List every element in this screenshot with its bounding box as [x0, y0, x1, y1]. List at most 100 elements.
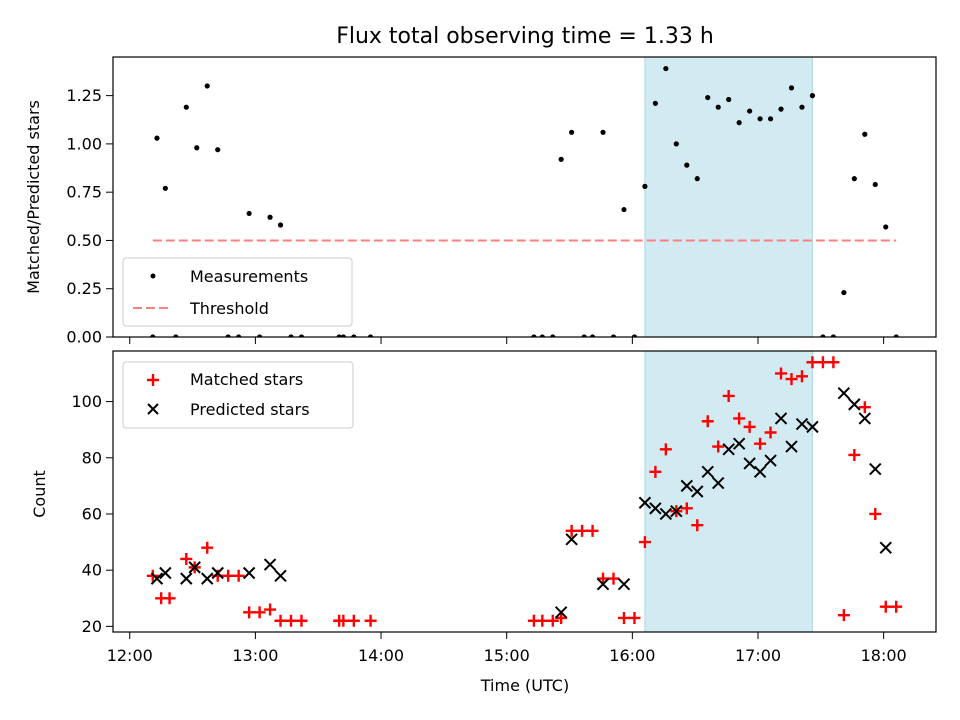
predicted-star-point: [774, 412, 788, 425]
predicted-star-point: [617, 578, 631, 591]
legend-top-frame: [122, 257, 353, 327]
legend-bottom-frame: [122, 361, 354, 429]
measurement-point: [215, 147, 221, 153]
measurement-point: [652, 100, 658, 106]
y-axis-label-bottom: Count: [30, 470, 49, 518]
matched-star-point: [869, 507, 882, 520]
measurement-point: [267, 214, 273, 220]
x-tick-label: 17:00: [735, 646, 781, 665]
chart-title: Flux total observing time = 1.33 h: [336, 24, 714, 49]
x-tick-label: 18:00: [861, 646, 907, 665]
measurement-point: [569, 129, 575, 135]
legend-matched-label: Matched stars: [190, 370, 303, 389]
y-tick-label: 1.00: [66, 134, 102, 153]
predicted-star-point: [150, 572, 164, 585]
matched-star-point: [607, 572, 620, 585]
measurement-point: [581, 334, 587, 337]
predicted-star-point: [188, 561, 201, 574]
matched-star-point: [775, 367, 788, 380]
predicted-star-point: [701, 465, 714, 479]
matched-star-point: [628, 611, 641, 624]
measurement-point: [631, 334, 638, 337]
matched-star-point: [638, 536, 651, 549]
matched-star-point: [253, 606, 266, 619]
measurement-point: [872, 181, 878, 188]
predicted-star-point: [764, 454, 777, 467]
measurement-point: [788, 85, 795, 91]
matched-star-point: [274, 614, 287, 627]
matched-star-point: [837, 609, 850, 622]
predicted-star-point: [596, 578, 610, 591]
measurement-point: [673, 141, 679, 147]
measurement-point: [841, 289, 847, 296]
predicted-star-point: [785, 440, 798, 453]
predicted-star-point: [670, 504, 683, 518]
y-tick-label: 0.25: [66, 279, 102, 298]
matched-star-point: [649, 465, 662, 478]
measurement-point: [820, 334, 826, 337]
measurement-point: [204, 83, 210, 89]
matched-star-point: [163, 592, 176, 605]
y-tick-label: 0.75: [66, 183, 102, 202]
count-panel: 20 40 60 80 100 12:00 13:00 14:00 15:00 16:00 17:…: [30, 350, 937, 695]
predicted-star-point: [638, 496, 652, 509]
predicted-star-point: [848, 398, 861, 411]
matched-star-point: [586, 524, 599, 537]
predicted-star-point: [554, 606, 568, 619]
legend-measurements-label: Measurements: [190, 267, 308, 286]
legend-bottom: Matched stars Predicted stars: [122, 361, 354, 429]
predicted-star-point: [680, 479, 694, 493]
matched-star-point: [827, 356, 840, 369]
matched-star-point: [691, 519, 704, 532]
measurement-point: [767, 116, 774, 122]
y-tick-label: 0.50: [66, 231, 102, 250]
predicted-star-point: [691, 485, 704, 498]
x-tick-label: 14:00: [358, 646, 404, 665]
matched-star-point: [347, 614, 360, 627]
y-axis-ticks-bottom: 20 40 60 80 100: [71, 392, 113, 636]
predicted-star-point: [806, 420, 819, 434]
matched-star-point: [659, 443, 672, 456]
matched-star-point: [555, 611, 568, 624]
x-tick-label: 13:00: [232, 646, 278, 665]
measurement-point: [736, 120, 742, 126]
x-tick-label: 16:00: [609, 646, 655, 665]
observing-window-shade-top: [644, 57, 813, 337]
legend-matched-marker: [147, 374, 159, 386]
measurement-point: [236, 334, 242, 337]
matched-star-point: [680, 502, 693, 515]
measurement-point: [589, 334, 596, 337]
matched-star-point: [222, 569, 235, 582]
y-tick-label: 20: [82, 617, 102, 636]
predicted-star-point: [743, 457, 756, 470]
predicted-star-point: [753, 465, 767, 479]
measurement-point: [610, 334, 617, 337]
measurement-point: [531, 334, 537, 337]
predicted-star-point: [263, 558, 277, 571]
predicted-star-point: [159, 566, 172, 580]
measurement-point: [851, 176, 857, 182]
matched-star-point: [754, 437, 767, 450]
measurement-point: [600, 129, 606, 135]
measurement-point: [340, 334, 346, 337]
measurement-point: [663, 65, 669, 72]
measurement-point: [715, 104, 721, 110]
predicted-star-point: [858, 412, 872, 425]
count-data-marks: [146, 356, 903, 627]
measurement-point: [684, 162, 690, 168]
measurement-point: [256, 334, 263, 337]
ratio-data-marks: [150, 65, 899, 337]
matched-star-point: [337, 614, 350, 627]
matched-star-point: [701, 415, 714, 428]
x-axis-label: Time (UTC): [480, 676, 569, 695]
predicted-star-point: [180, 572, 193, 585]
y-axis-label-top: Matched/Predicted stars: [24, 100, 43, 294]
measurement-point: [642, 183, 648, 189]
y-tick-label: 80: [82, 448, 102, 467]
measurement-point: [809, 93, 816, 99]
x-tick-label: 15:00: [484, 646, 530, 665]
measurement-point: [150, 334, 156, 337]
matched-star-point: [712, 440, 725, 453]
matched-star-point: [180, 552, 193, 565]
